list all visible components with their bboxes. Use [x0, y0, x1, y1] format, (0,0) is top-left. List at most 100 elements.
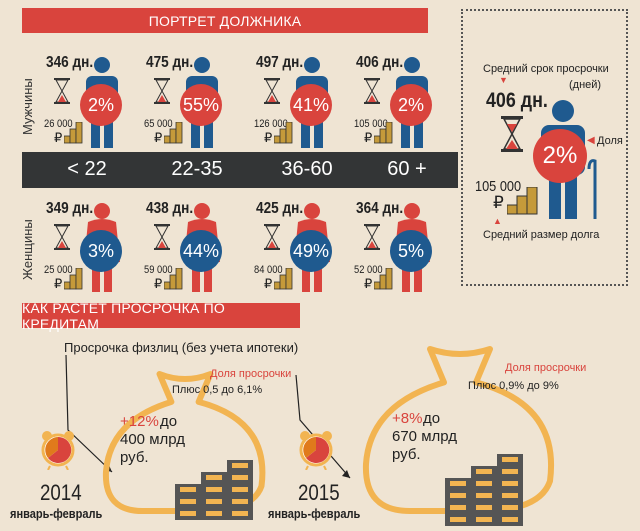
coins-icon — [63, 267, 84, 295]
men-card: 406 дн. 2% 105 000 ₽ — [350, 52, 455, 149]
legend-term-unit: (дней) — [569, 79, 602, 91]
hourglass-icon — [154, 224, 170, 255]
overdue-days: 406 дн. — [356, 54, 404, 71]
men-card: 497 дн. 41% 126 000 ₽ — [250, 52, 355, 149]
arrow-down-icon: ▼ — [499, 75, 508, 85]
hourglass-icon — [501, 116, 523, 152]
growth-subtitle: Просрочка физлиц (без учета ипотеки) — [64, 340, 299, 355]
men-row-label: Мужчины — [20, 78, 35, 135]
section-header-debtor-portrait: ПОРТРЕТ ДОЛЖНИКА — [22, 8, 428, 33]
share-label: Доля просрочки — [210, 368, 292, 380]
coins-icon — [373, 267, 394, 295]
coins-icon — [63, 121, 84, 149]
share-badge: 44% — [180, 230, 222, 272]
average-debt: 84 000 — [254, 264, 283, 276]
average-debt: 59 000 — [144, 264, 173, 276]
section-header-growth: КАК РАСТЕТ ПРОСРОЧКА ПО КРЕДИТАМ — [22, 300, 300, 332]
legend-share-label: Доля — [597, 135, 623, 147]
hourglass-icon — [364, 224, 380, 255]
average-debt: 25 000 — [44, 264, 73, 276]
women-card: 364 дн. 5% 52 000 ₽ — [350, 198, 455, 293]
ruble-icon: ₽ — [54, 130, 63, 145]
hourglass-icon — [54, 78, 70, 109]
arrow-left-icon: ◀ — [587, 135, 595, 146]
period-year: 2014 — [40, 480, 82, 505]
age-band: < 22 22-35 36-60 60 + — [22, 152, 458, 188]
coins-icon — [163, 121, 184, 149]
share-badge: 2% — [80, 84, 122, 126]
arrow-up-icon: ▲ — [493, 216, 502, 226]
women-card: 349 дн. 3% 25 000 ₽ — [40, 198, 145, 293]
ruble-icon: ₽ — [364, 276, 373, 291]
ruble-icon: ₽ — [154, 276, 163, 291]
period-year: 2015 — [298, 480, 340, 505]
women-card: 438 дн. 44% 59 000 ₽ — [140, 198, 245, 293]
overdue-days: 346 дн. — [46, 54, 94, 71]
period-months: январь-февраль — [268, 506, 361, 521]
debt-growth: +12% — [120, 413, 159, 430]
age-label: < 22 — [67, 158, 107, 180]
average-debt: 105 000 — [354, 118, 388, 130]
age-label: 60 + — [387, 158, 427, 180]
ruble-icon: ₽ — [493, 193, 504, 212]
debt-unit: руб. — [120, 449, 149, 466]
average-debt: 26 000 — [44, 118, 73, 130]
coins-icon — [273, 267, 294, 295]
legend-debt-label: Средний размер долга — [483, 229, 600, 241]
women-card: 425 дн. 49% 84 000 ₽ — [250, 198, 355, 293]
growth-to: до — [160, 413, 178, 430]
age-label: 36-60 — [281, 158, 333, 180]
debt-amount: 400 млрд — [120, 431, 186, 448]
hourglass-icon — [54, 224, 70, 255]
ruble-icon: ₽ — [364, 130, 373, 145]
women-row-label: Женщины — [20, 219, 35, 280]
average-debt: 65 000 — [144, 118, 173, 130]
legend-days: 406 дн. — [486, 89, 548, 112]
hourglass-icon — [264, 78, 280, 109]
legend-share-badge: 2% — [533, 129, 587, 183]
hourglass-icon — [154, 78, 170, 109]
alarm-clock-icon — [40, 430, 76, 475]
share-badge: 5% — [390, 230, 432, 272]
overdue-days: 475 дн. — [146, 54, 194, 71]
coin-stack-icon — [445, 428, 525, 531]
ruble-icon: ₽ — [154, 130, 163, 145]
average-debt: 52 000 — [354, 264, 383, 276]
share-badge: 41% — [290, 84, 332, 126]
coins-icon — [163, 267, 184, 295]
share-label: Доля просрочки — [505, 362, 587, 374]
coin-stack-icon — [175, 438, 255, 525]
alarm-clock-icon — [298, 430, 334, 475]
share-badge: 2% — [390, 84, 432, 126]
men-card: 475 дн. 55% 65 000 ₽ — [140, 52, 245, 149]
hourglass-icon — [264, 224, 280, 255]
ruble-icon: ₽ — [264, 130, 273, 145]
men-card: 346 дн. 2% 26 000 ₽ — [40, 52, 145, 149]
share-change: Плюс 0,5 до 6,1% — [172, 384, 263, 396]
age-label: 22-35 — [171, 158, 223, 180]
ruble-icon: ₽ — [264, 276, 273, 291]
hourglass-icon — [364, 78, 380, 109]
average-debt: 126 000 — [254, 118, 288, 130]
share-change: Плюс 0,9% до 9% — [468, 380, 559, 392]
overdue-days: 364 дн. — [356, 200, 404, 217]
debt-growth: +8% — [392, 410, 423, 427]
share-badge: 55% — [180, 84, 222, 126]
debt-unit: руб. — [392, 446, 421, 463]
coins-icon — [373, 121, 394, 149]
overdue-days: 349 дн. — [46, 200, 94, 217]
legend-box: Средний срок просрочки (дней) ▼ 406 дн. … — [461, 9, 628, 286]
overdue-days: 425 дн. — [256, 200, 304, 217]
debt-amount: 670 млрд — [392, 428, 458, 445]
overdue-days: 438 дн. — [146, 200, 194, 217]
share-badge: 3% — [80, 230, 122, 272]
legend-term-label: Средний срок просрочки — [483, 63, 609, 75]
ruble-icon: ₽ — [54, 276, 63, 291]
share-badge: 49% — [290, 230, 332, 272]
overdue-days: 497 дн. — [256, 54, 304, 71]
period-months: январь-февраль — [10, 506, 103, 521]
coins-icon — [507, 187, 538, 215]
growth-to: до — [423, 410, 441, 427]
legend-debt: 105 000 — [475, 178, 522, 195]
coins-icon — [273, 121, 294, 149]
